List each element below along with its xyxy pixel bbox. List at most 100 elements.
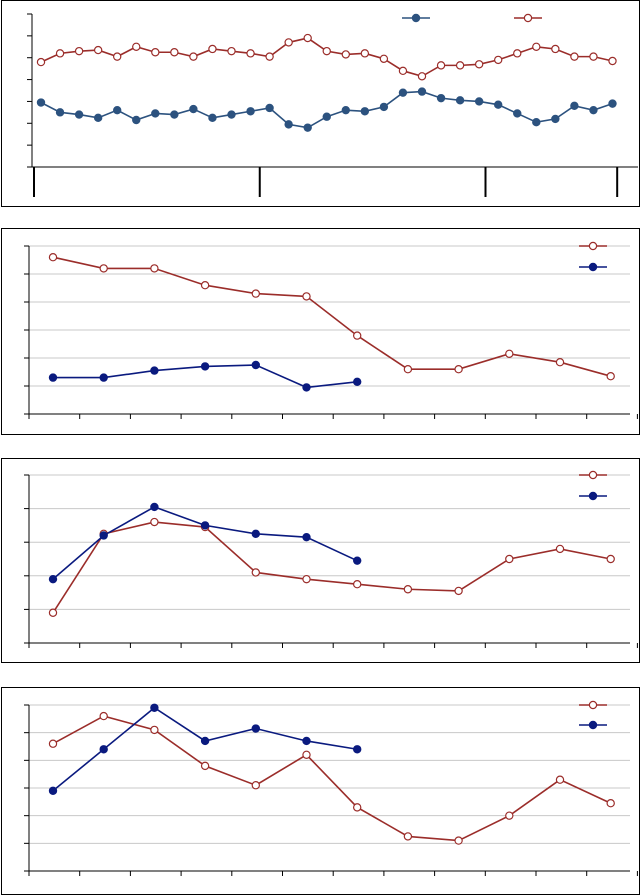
data-point bbox=[251, 529, 260, 539]
data-point bbox=[532, 42, 541, 51]
data-point bbox=[398, 66, 408, 76]
series-line bbox=[52, 706, 358, 792]
data-point bbox=[570, 52, 579, 61]
data-point bbox=[353, 377, 362, 386]
data-point bbox=[341, 50, 350, 59]
data-point bbox=[227, 110, 236, 119]
data-point bbox=[150, 703, 159, 712]
data-point bbox=[608, 99, 617, 108]
data-point bbox=[417, 87, 427, 96]
data-point bbox=[112, 52, 122, 61]
data-point bbox=[379, 54, 389, 64]
data-point bbox=[379, 102, 389, 112]
data-point bbox=[74, 46, 84, 56]
data-point bbox=[494, 100, 503, 109]
data-point bbox=[341, 105, 350, 115]
data-point bbox=[93, 113, 103, 123]
data-point bbox=[532, 117, 541, 127]
data-point bbox=[284, 120, 293, 129]
data-point bbox=[606, 371, 615, 381]
data-point bbox=[454, 586, 463, 596]
data-point bbox=[403, 364, 413, 374]
data-point bbox=[227, 46, 236, 56]
data-point bbox=[455, 61, 465, 70]
data-point bbox=[48, 574, 58, 584]
data-point bbox=[555, 544, 565, 554]
data-point bbox=[505, 349, 514, 359]
data-point bbox=[353, 331, 362, 340]
data-point bbox=[132, 42, 141, 51]
data-point bbox=[494, 55, 503, 65]
legend-marker bbox=[411, 13, 421, 23]
data-point bbox=[36, 98, 46, 107]
data-point bbox=[265, 52, 274, 61]
data-point bbox=[474, 97, 484, 106]
data-point bbox=[200, 761, 210, 771]
data-point bbox=[99, 264, 108, 273]
data-point bbox=[551, 44, 560, 54]
data-point bbox=[302, 383, 311, 392]
chart-panel-3 bbox=[1, 458, 640, 663]
data-point bbox=[208, 113, 217, 123]
data-point bbox=[474, 60, 484, 69]
data-point bbox=[454, 364, 463, 374]
data-point bbox=[251, 781, 260, 790]
chart-1 bbox=[27, 13, 638, 197]
legend-marker bbox=[588, 470, 598, 480]
data-point bbox=[454, 836, 463, 845]
data-point bbox=[302, 574, 311, 584]
data-point bbox=[151, 109, 160, 118]
data-point bbox=[150, 725, 159, 735]
data-point bbox=[551, 114, 560, 124]
data-point bbox=[99, 745, 108, 754]
data-point bbox=[589, 52, 598, 61]
data-point bbox=[208, 44, 217, 54]
legend-marker bbox=[588, 720, 598, 730]
legend-marker bbox=[588, 262, 598, 272]
data-point bbox=[589, 105, 598, 115]
data-point bbox=[36, 57, 46, 67]
data-point bbox=[48, 373, 58, 382]
data-point bbox=[150, 264, 159, 273]
data-point bbox=[360, 49, 370, 58]
data-point bbox=[322, 46, 331, 56]
data-point bbox=[505, 554, 514, 564]
data-point bbox=[93, 45, 103, 55]
data-point bbox=[265, 103, 274, 113]
data-point bbox=[170, 110, 179, 119]
chart-2 bbox=[24, 241, 638, 419]
series-line bbox=[40, 90, 613, 129]
data-point bbox=[606, 799, 615, 808]
legend-marker bbox=[588, 700, 598, 710]
data-point bbox=[48, 786, 58, 795]
legend-marker bbox=[523, 13, 533, 23]
data-point bbox=[55, 108, 65, 117]
data-point bbox=[74, 110, 84, 119]
data-point bbox=[353, 745, 362, 754]
data-point bbox=[284, 38, 293, 47]
series-line bbox=[40, 37, 613, 78]
series-line bbox=[52, 256, 611, 377]
data-point bbox=[200, 362, 210, 371]
data-point bbox=[246, 49, 255, 58]
legend-marker bbox=[588, 491, 598, 501]
data-point bbox=[302, 736, 311, 746]
data-point bbox=[513, 109, 522, 118]
data-point bbox=[555, 357, 565, 367]
series-line bbox=[52, 715, 612, 842]
data-point bbox=[555, 775, 565, 784]
data-point bbox=[403, 585, 413, 594]
data-point bbox=[150, 502, 159, 512]
data-point bbox=[570, 101, 579, 111]
data-point bbox=[353, 579, 362, 589]
data-point bbox=[251, 360, 260, 370]
data-point bbox=[455, 96, 465, 105]
chart-3 bbox=[24, 470, 638, 648]
legend-marker bbox=[588, 241, 598, 251]
data-point bbox=[99, 711, 108, 721]
chart-4 bbox=[24, 700, 638, 876]
data-point bbox=[99, 373, 108, 382]
data-point bbox=[360, 107, 370, 116]
data-point bbox=[417, 72, 427, 81]
data-point bbox=[170, 48, 179, 57]
